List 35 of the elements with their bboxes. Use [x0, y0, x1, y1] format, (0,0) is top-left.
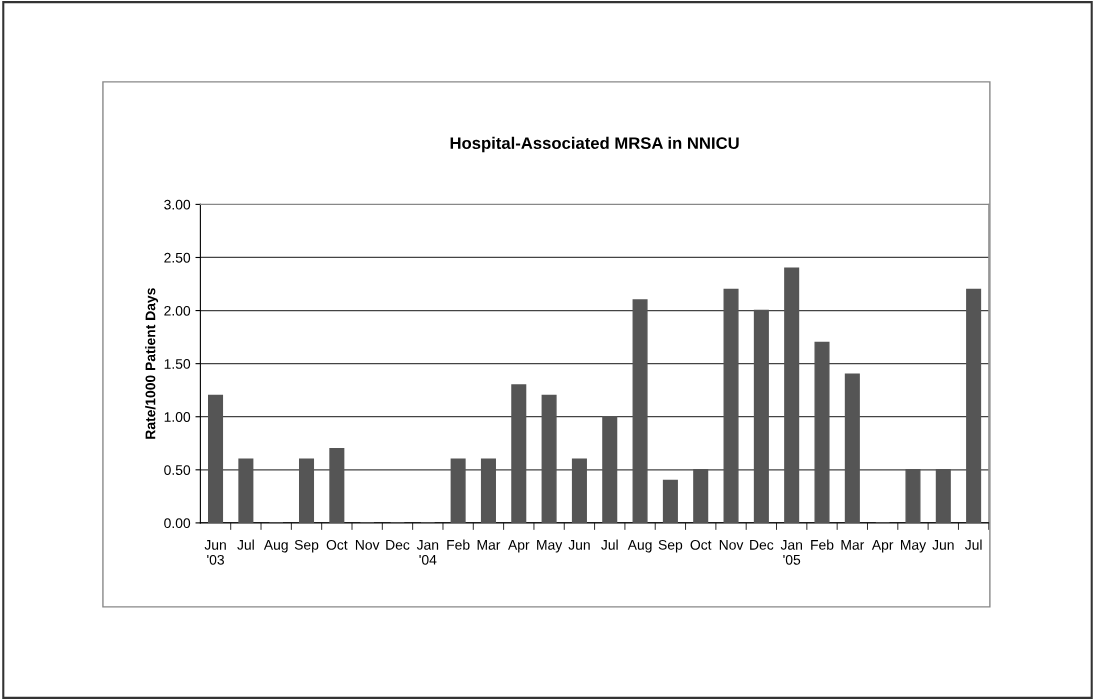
x-tick-label: Jul — [601, 539, 618, 550]
x-tick-label: Dec — [750, 540, 774, 550]
chart-title: Hospital-Associated MRSA in NNICU — [450, 136, 739, 153]
y-tick-label: 2.50 — [164, 252, 191, 263]
x-tick-label: May — [537, 540, 563, 553]
x-tick-label: Jan '05 — [780, 540, 802, 565]
x-tick-label: Oct — [326, 539, 348, 550]
x-tick-label: Nov — [355, 540, 380, 550]
y-axis-title: Rate/1000 Patient Days — [145, 288, 159, 439]
x-tick-label: Jul — [964, 539, 982, 550]
x-tick-label: Nov — [719, 540, 744, 550]
x-tick-label: Mar — [477, 540, 501, 550]
y-tick-label: 0.50 — [164, 465, 191, 475]
x-tick-label: Aug — [263, 540, 288, 553]
y-tick-label: 1.00 — [164, 412, 191, 422]
y-tick-label: 0.00 — [164, 518, 191, 529]
x-tick-label: Jun '03 — [204, 540, 226, 565]
x-tick-label: Jun — [932, 540, 954, 550]
x-tick-label: Jan '04 — [416, 540, 439, 565]
y-tick-label: 2.00 — [164, 305, 191, 316]
x-tick-label: Feb — [447, 539, 470, 550]
x-tick-label: Sep — [658, 539, 683, 553]
x-tick-label: Dec — [386, 540, 410, 550]
x-tick-label: Sep — [294, 539, 319, 553]
x-tick-label: Jun — [568, 540, 590, 550]
x-tick-label: Jul — [237, 539, 254, 550]
x-tick-label: Apr — [508, 540, 530, 553]
y-tick-label: 1.50 — [164, 358, 191, 369]
x-tick-label: Aug — [627, 540, 652, 553]
x-tick-label: Apr — [871, 540, 894, 553]
x-tick-label: Feb — [811, 539, 834, 550]
x-tick-label: Oct — [690, 539, 712, 550]
x-tick-label: Mar — [841, 540, 865, 550]
y-tick-label: 3.00 — [164, 199, 191, 210]
x-tick-label: May — [901, 540, 927, 553]
